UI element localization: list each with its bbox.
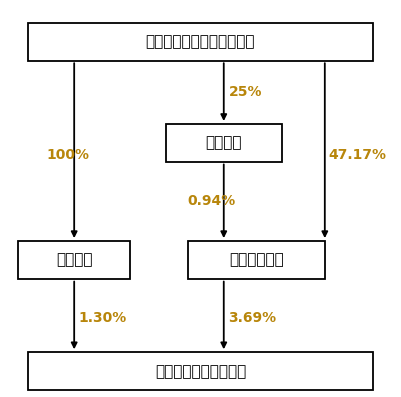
Text: 明诚致慧一期: 明诚致慧一期 [229,252,284,268]
Text: 荣盛创投: 荣盛创投 [56,252,93,268]
Text: 100%: 100% [46,148,89,162]
Bar [166,124,282,162]
Text: 浙江荣盛控股集团有限公司: 浙江荣盛控股集团有限公司 [146,34,255,49]
Text: 兴通海运股份有限公司: 兴通海运股份有限公司 [155,364,246,379]
Text: 0.94%: 0.94% [188,194,236,208]
Bar [28,23,373,60]
Bar [28,353,373,390]
Text: 1.30%: 1.30% [78,310,126,325]
Bar [18,241,130,279]
Text: 47.17%: 47.17% [329,148,387,162]
Text: 25%: 25% [229,85,262,99]
Bar [188,241,325,279]
Text: 明诚投资: 明诚投资 [205,135,242,150]
Text: 3.69%: 3.69% [228,310,276,325]
